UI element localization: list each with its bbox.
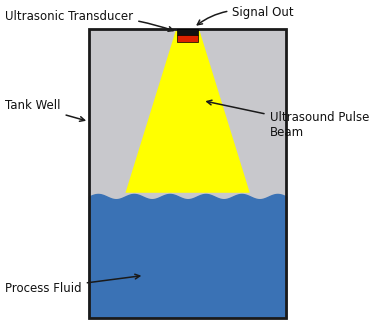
Polygon shape [124, 31, 251, 196]
Bar [89, 29, 286, 318]
Text: Ultrasonic Transducer: Ultrasonic Transducer [5, 10, 173, 31]
Text: Tank Well: Tank Well [5, 99, 85, 121]
Text: Process Fluid: Process Fluid [5, 274, 140, 295]
Bar [177, 35, 198, 41]
Text: Signal Out: Signal Out [197, 6, 294, 25]
Bar [177, 29, 198, 35]
Text: Ultrasound Pulse
Beam: Ultrasound Pulse Beam [207, 100, 369, 139]
Bar [89, 29, 286, 318]
Bar [89, 196, 286, 318]
